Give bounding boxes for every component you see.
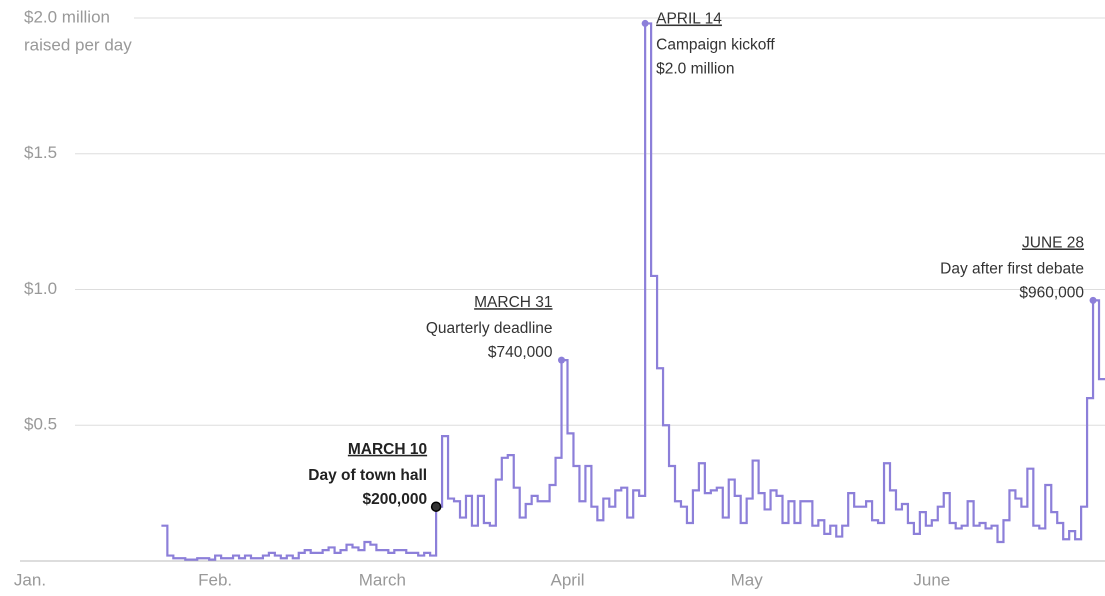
annotation-text: Quarterly deadline xyxy=(426,320,553,337)
annotation-text: Campaign kickoff xyxy=(656,37,775,54)
annotation-value: $2.0 million xyxy=(656,61,734,78)
y-tick-label: $1.0 xyxy=(24,279,57,298)
annotation-text: Day after first debate xyxy=(940,260,1084,277)
annotation-date: JUNE 28 xyxy=(1022,234,1084,251)
annotation-value: $740,000 xyxy=(488,344,553,361)
annotation-text: Day of town hall xyxy=(308,467,427,484)
annotation-dot xyxy=(1089,296,1097,304)
y-tick-label: $1.5 xyxy=(24,143,57,162)
x-tick-label: Jan. xyxy=(14,570,46,589)
x-tick-label: April xyxy=(550,570,584,589)
annotation-dot xyxy=(641,19,649,27)
annotation-date: MARCH 10 xyxy=(348,441,427,458)
annotation-dot xyxy=(558,356,566,364)
x-tick-label: June xyxy=(913,570,950,589)
annotation-value: $960,000 xyxy=(1019,284,1084,301)
highlight-dot xyxy=(430,501,442,512)
annotation-date: MARCH 31 xyxy=(474,294,552,311)
x-tick-label: Feb. xyxy=(198,570,232,589)
annotation-value: $200,000 xyxy=(362,491,427,508)
chart-subtitle: raised per day xyxy=(24,35,132,54)
annotation-date: APRIL 14 xyxy=(656,11,722,28)
y-tick-label: $2.0 million xyxy=(24,7,110,26)
x-tick-label: March xyxy=(359,570,406,589)
x-tick-label: May xyxy=(731,570,764,589)
y-tick-label: $0.5 xyxy=(24,415,57,434)
step-line xyxy=(161,22,1105,561)
